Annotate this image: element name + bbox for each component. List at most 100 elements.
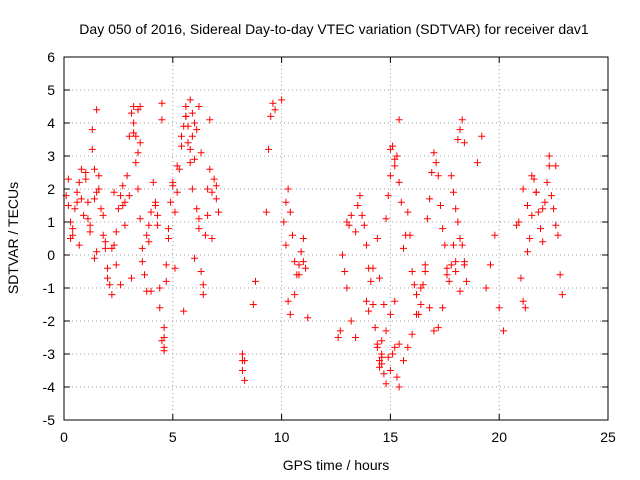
x-tick-label: 5 (169, 429, 177, 445)
data-point (145, 221, 153, 229)
data-point (86, 221, 94, 229)
data-point (450, 241, 458, 249)
data-point (64, 175, 72, 183)
data-point (184, 122, 192, 130)
data-point (214, 208, 222, 216)
data-point (517, 274, 525, 282)
data-point (399, 244, 407, 252)
data-point (428, 169, 436, 176)
data-point (206, 116, 214, 124)
data-point (539, 238, 547, 246)
data-point (356, 192, 364, 200)
data-point (112, 261, 120, 269)
data-point (291, 258, 299, 266)
data-point (463, 277, 471, 285)
data-point (99, 231, 107, 239)
data-point (134, 149, 142, 157)
data-point (171, 208, 179, 216)
data-point (552, 221, 560, 229)
x-tick-label: 10 (274, 429, 290, 445)
data-point (404, 208, 412, 216)
data-point (443, 264, 451, 272)
data-point (378, 337, 386, 345)
data-point (90, 254, 98, 262)
data-point (125, 132, 133, 140)
data-point (495, 304, 503, 312)
data-point (130, 103, 138, 110)
data-point (204, 211, 212, 219)
data-point (154, 221, 162, 229)
data-point (186, 145, 194, 153)
y-tick-label: 0 (47, 247, 55, 263)
data-point (271, 106, 279, 114)
data-point (352, 334, 360, 341)
data-point (77, 165, 85, 173)
x-tick-label: 0 (60, 429, 68, 445)
data-point (408, 330, 416, 338)
data-point (336, 327, 344, 335)
data-point (423, 215, 431, 223)
data-point (406, 231, 414, 239)
data-point (132, 159, 140, 167)
data-point (77, 195, 85, 203)
data-point (160, 343, 168, 351)
data-point (537, 225, 545, 233)
data-point (173, 162, 181, 170)
data-point (212, 182, 220, 190)
data-point (104, 274, 112, 282)
data-point (134, 185, 142, 193)
data-point (114, 205, 122, 213)
data-point (552, 162, 560, 170)
data-point (391, 297, 399, 305)
data-point (347, 211, 355, 219)
data-point (193, 205, 201, 213)
axis-ticks (63, 56, 609, 421)
data-point (117, 281, 125, 289)
data-point (532, 188, 540, 196)
data-point (147, 208, 155, 216)
data-point (521, 304, 529, 312)
data-point (526, 235, 534, 242)
data-point (138, 244, 146, 252)
data-point (156, 304, 164, 312)
data-point (171, 264, 179, 272)
data-point (362, 241, 370, 249)
data-point (191, 254, 199, 262)
data-point (519, 185, 527, 193)
data-point (360, 221, 368, 229)
data-point (130, 119, 138, 127)
data-point (151, 202, 159, 209)
data-point (288, 231, 296, 239)
data-point (417, 301, 425, 308)
data-point (282, 241, 290, 249)
data-point (93, 248, 101, 256)
data-point (104, 264, 112, 272)
data-point (341, 268, 349, 275)
data-point (86, 228, 94, 236)
data-point (436, 202, 444, 209)
data-point (302, 264, 310, 272)
data-point (378, 353, 386, 361)
data-point (352, 228, 360, 236)
data-point (413, 310, 421, 318)
data-point (101, 238, 109, 246)
data-point (241, 357, 249, 365)
data-point (452, 258, 460, 266)
data-point (456, 235, 464, 242)
data-point (101, 244, 109, 252)
data-point (541, 198, 549, 206)
grid-lines (64, 57, 608, 420)
data-point (432, 159, 440, 167)
data-point (482, 284, 490, 292)
data-points (62, 96, 566, 391)
data-point (334, 334, 342, 341)
data-point (182, 112, 190, 120)
data-point (389, 350, 397, 358)
data-point (395, 340, 403, 348)
data-point (204, 185, 212, 193)
data-point (547, 192, 555, 200)
data-point (90, 195, 98, 203)
data-point (188, 109, 196, 117)
data-point (75, 241, 83, 249)
data-point (106, 281, 114, 289)
